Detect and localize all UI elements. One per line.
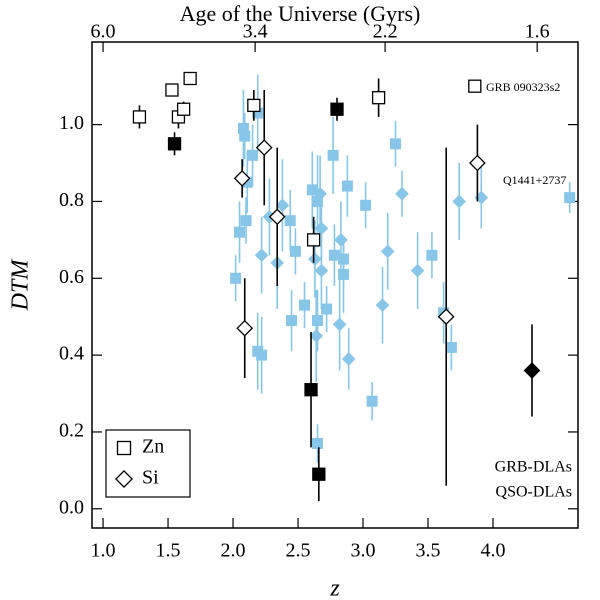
y-tick-label: 0.8 bbox=[59, 189, 84, 211]
data-point bbox=[564, 192, 576, 204]
y-tick-label: 0.6 bbox=[59, 266, 84, 288]
data-point bbox=[375, 298, 390, 312]
data-point bbox=[313, 186, 327, 201]
x2-tick-label: 6.0 bbox=[91, 21, 116, 43]
y-tick-label: 1.0 bbox=[59, 112, 84, 134]
data-point bbox=[254, 248, 269, 263]
data-point bbox=[371, 91, 386, 105]
x-tick-label: 4.0 bbox=[480, 540, 505, 562]
data-point bbox=[299, 299, 311, 311]
plot-frame bbox=[91, 41, 579, 529]
data-point bbox=[241, 176, 253, 188]
x-tick-label: 1.0 bbox=[91, 540, 116, 562]
data-point bbox=[474, 190, 489, 205]
data-point bbox=[304, 383, 318, 397]
y-tick-label: 0.2 bbox=[59, 420, 84, 442]
data-point bbox=[247, 98, 261, 113]
data-point bbox=[233, 170, 251, 187]
data-point bbox=[469, 154, 486, 172]
data-point bbox=[309, 329, 324, 343]
data-point bbox=[183, 71, 197, 86]
data-point bbox=[330, 102, 344, 116]
y-axis-label: DTM bbox=[8, 258, 34, 312]
data-point bbox=[452, 194, 467, 209]
data-point bbox=[252, 107, 264, 119]
data-point bbox=[289, 245, 301, 257]
data-point bbox=[268, 208, 286, 226]
data-point bbox=[468, 79, 482, 93]
data-point bbox=[334, 233, 348, 247]
data-point bbox=[360, 199, 372, 211]
annotation: Q1441+2737 bbox=[503, 173, 566, 187]
x-tick-label: 1.5 bbox=[156, 540, 181, 562]
group-label: GRB-DLAs bbox=[495, 459, 572, 476]
group-label: QSO-DLAs bbox=[496, 484, 572, 501]
data-point bbox=[328, 249, 340, 261]
data-point bbox=[255, 139, 273, 157]
data-point bbox=[327, 149, 339, 161]
data-point bbox=[314, 263, 329, 278]
data-point bbox=[312, 195, 324, 207]
data-point bbox=[312, 467, 326, 481]
x-axis-label: z bbox=[329, 576, 340, 600]
x-tick-label: 3.0 bbox=[351, 540, 376, 562]
data-point bbox=[306, 233, 321, 247]
data-point bbox=[445, 341, 457, 353]
data-point bbox=[321, 303, 333, 315]
data-point bbox=[338, 253, 350, 265]
data-point bbox=[395, 186, 409, 201]
x-tick-label: 3.5 bbox=[416, 540, 441, 562]
data-point bbox=[426, 249, 438, 261]
data-point bbox=[286, 315, 298, 327]
data-point bbox=[234, 226, 246, 238]
data-point bbox=[239, 130, 251, 142]
legend-marker bbox=[116, 440, 132, 456]
data-point bbox=[380, 244, 395, 259]
data-point bbox=[312, 437, 324, 449]
legend-label: Zn bbox=[142, 436, 164, 458]
data-point bbox=[236, 319, 254, 337]
data-point bbox=[306, 184, 318, 196]
x-tick-label: 2.5 bbox=[286, 540, 311, 562]
data-point bbox=[314, 221, 329, 236]
data-point bbox=[437, 308, 455, 326]
x-tick-label: 2.0 bbox=[221, 540, 246, 562]
data-point bbox=[523, 362, 541, 379]
data-point bbox=[132, 110, 147, 124]
data-point bbox=[341, 352, 356, 366]
x2-tick-label: 3.4 bbox=[243, 21, 268, 43]
data-point bbox=[338, 268, 350, 280]
data-point bbox=[308, 252, 322, 266]
data-point bbox=[284, 215, 296, 227]
data-point bbox=[332, 317, 347, 332]
y-tick-label: 0.4 bbox=[59, 343, 84, 365]
x2-axis-label: Age of the Universe (Gyrs) bbox=[180, 1, 421, 26]
annotation: GRB 090323s2 bbox=[486, 80, 560, 94]
legend-label: Si bbox=[142, 467, 159, 489]
data-point bbox=[341, 180, 353, 192]
data-point bbox=[167, 137, 182, 151]
x2-tick-label: 1.6 bbox=[525, 21, 550, 43]
data-point bbox=[165, 83, 179, 97]
y-tick-label: 0.0 bbox=[59, 496, 84, 518]
data-point bbox=[176, 102, 191, 116]
data-point bbox=[275, 198, 290, 213]
data-point bbox=[230, 272, 242, 284]
x2-tick-label: 2.2 bbox=[373, 21, 398, 43]
data-point bbox=[390, 138, 402, 150]
data-point bbox=[237, 122, 249, 134]
data-point bbox=[366, 395, 378, 407]
data-point bbox=[312, 315, 324, 327]
data-point bbox=[256, 349, 268, 361]
data-point bbox=[240, 215, 252, 227]
data-point bbox=[410, 263, 425, 278]
data-point bbox=[247, 149, 259, 161]
legend-marker bbox=[115, 470, 133, 488]
